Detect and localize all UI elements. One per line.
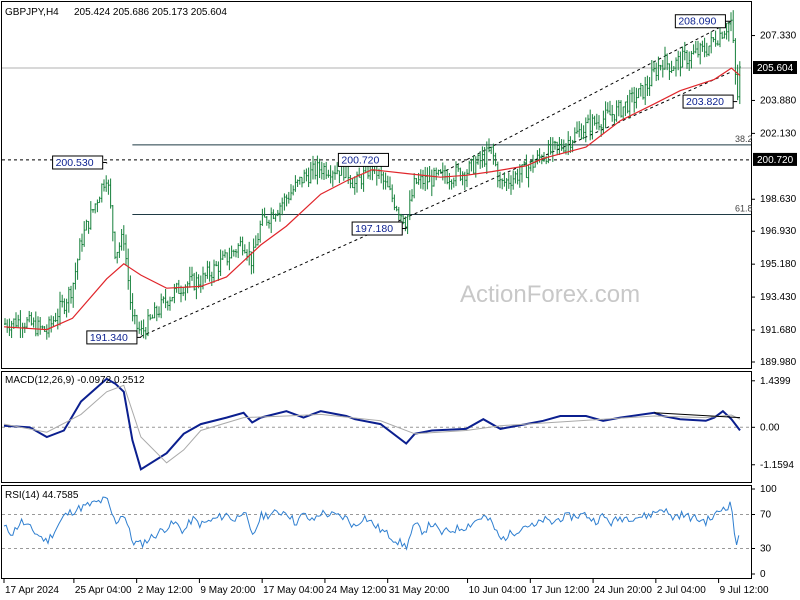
point-label: 208.090 [678,16,716,28]
rsi-title: RSI(14) 44.7585 [5,490,79,501]
watermark: ActionForex.com [460,281,640,308]
x-axis: 17 Apr 2024 25 Apr 04:00 2 May 12:00 9 May … [3,579,769,596]
point-label: 191.340 [90,332,128,344]
rsi-layer: 100 70 30 0 [2,484,777,580]
symbol-label: GBPJPY,H4 [5,7,59,18]
x-tick-label: 9 May 20:00 [200,585,255,596]
rsi-ytick-label: 30 [760,544,772,555]
macd-ytick-label: 1.4399 [760,376,791,387]
x-tick-label: 17 Jun 12:00 [531,585,589,596]
x-tick-label: 2 May 12:00 [138,585,193,596]
moving-average-line [3,67,741,331]
fib-level-label: 38.2 [735,134,753,144]
macd-ytick-label: -1.1594 [760,460,794,471]
macd-signal-line [3,384,741,464]
price-ytick-label: 207.330 [760,31,797,42]
x-tick-label: 10 Jun 04:00 [469,585,527,596]
price-ytick-label: 203.880 [760,95,797,106]
price-panel-frame [1,1,752,369]
current-price-label: 205.604 [757,63,794,74]
x-tick-label: 2 Jul 04:00 [657,585,706,596]
price-ytick-label: 196.930 [760,226,797,237]
point-label-box [52,155,104,170]
fib-level-label: 61.8 [735,203,753,213]
macd-divergence-line [654,412,741,419]
price-ytick-label: 195.180 [760,259,797,270]
point-label-box [337,152,389,167]
point-label: 200.530 [56,157,94,169]
rsi-panel-frame [1,485,752,579]
level-price-tag-label: 200.720 [757,155,794,166]
point-label: 197.180 [355,223,393,235]
macd-ytick-label: 0.00 [760,422,780,433]
level-price-tag [753,152,797,166]
x-tick-label: 24 May 12:00 [326,585,387,596]
price-ytick-label: 202.130 [760,128,797,139]
x-tick-label: 17 May 04:00 [263,585,324,596]
price-ytick-label: 198.630 [760,194,797,205]
x-tick-label: 31 May 20:00 [389,585,450,596]
rsi-ytick-label: 70 [760,510,772,521]
rsi-ytick-label: 100 [760,484,777,495]
price-ytick-label: 189.980 [760,357,797,368]
point-label-box [86,330,138,345]
x-tick-label: 9 Jul 12:00 [720,585,769,596]
point-label: 203.820 [686,96,724,108]
x-tick-label: 17 Apr 2024 [5,585,59,596]
point-label-box [351,221,403,236]
price-ytick-label: 191.680 [760,325,797,336]
rsi-ytick-label: 0 [760,569,766,580]
macd-line [3,377,741,471]
channel-lower-line [140,71,732,337]
macd-layer: 1.4399 0.00 -1.1594 [2,376,794,471]
macd-title: MACD(12,26,9) -0.0972 0.2512 [5,375,145,386]
x-tick-label: 25 Apr 04:00 [75,585,132,596]
rsi-line [3,496,740,551]
point-label-box [682,94,734,109]
point-label: 200.720 [341,154,379,166]
x-tick-label: 24 Jun 20:00 [594,585,652,596]
current-price-tag [753,61,797,75]
point-label-box [674,14,726,29]
price-layer: 207.330 203.880 202.130 198.630 196.930 195.1… [2,10,797,368]
price-ytick-label: 193.430 [760,292,797,303]
ohlc-readout: 205.424 205.686 205.173 205.604 [74,7,227,18]
